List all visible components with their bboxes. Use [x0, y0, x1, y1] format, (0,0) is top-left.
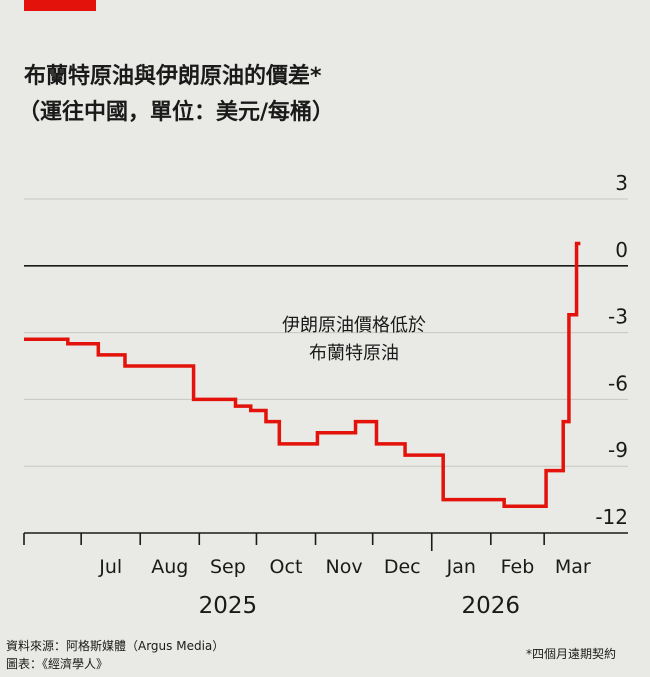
- y-tick-label: -9: [608, 438, 628, 462]
- x-tick-label: Aug: [151, 556, 188, 578]
- x-tick-label: Feb: [501, 556, 535, 578]
- y-tick-label: -12: [595, 505, 628, 529]
- footnote: *四個月遠期契約: [525, 647, 616, 661]
- annotation: 伊朗原油價格低於 布蘭特原油: [282, 315, 426, 364]
- chart-title: 布蘭特原油與伊朗原油的價差*: [24, 64, 322, 89]
- year-label: 2026: [462, 593, 521, 619]
- source-note: 資料來源：阿格斯媒體（Argus Media） 圖表：《經濟學人》: [6, 637, 224, 673]
- series-layer: [24, 241, 581, 509]
- x-tick-label: Sep: [210, 556, 246, 578]
- y-tick-label: -6: [608, 371, 628, 395]
- x-tick-label: Mar: [555, 556, 591, 578]
- gridlines: 3 0 -3 -6 -9 -12: [24, 171, 628, 529]
- source-line-2: 圖表：《經濟學人》: [6, 657, 109, 671]
- y-tick-label: 0: [615, 238, 628, 262]
- year-label: 2025: [199, 593, 258, 619]
- x-tick-label: Nov: [326, 556, 363, 578]
- annotation-line-1: 伊朗原油價格低於: [282, 315, 426, 336]
- spread-series-line: [24, 241, 581, 509]
- x-tick-label: Oct: [270, 556, 303, 578]
- x-tick-label: Jul: [98, 556, 122, 578]
- source-line-1: 資料來源：阿格斯媒體（Argus Media）: [6, 639, 225, 653]
- annotation-line-2: 布蘭特原油: [309, 343, 399, 364]
- y-tick-label: 3: [615, 171, 628, 195]
- accent-bar: [24, 0, 96, 11]
- x-axis: Jul Aug Sep Oct Nov Dec Jan Feb Mar 2025 2026: [23, 532, 628, 619]
- y-tick-label: -3: [608, 305, 628, 329]
- chart-subtitle: （運往中國，單位：美元/每桶）: [18, 100, 335, 125]
- x-tick-label: Jan: [446, 556, 476, 578]
- x-tick-label: Dec: [384, 556, 421, 578]
